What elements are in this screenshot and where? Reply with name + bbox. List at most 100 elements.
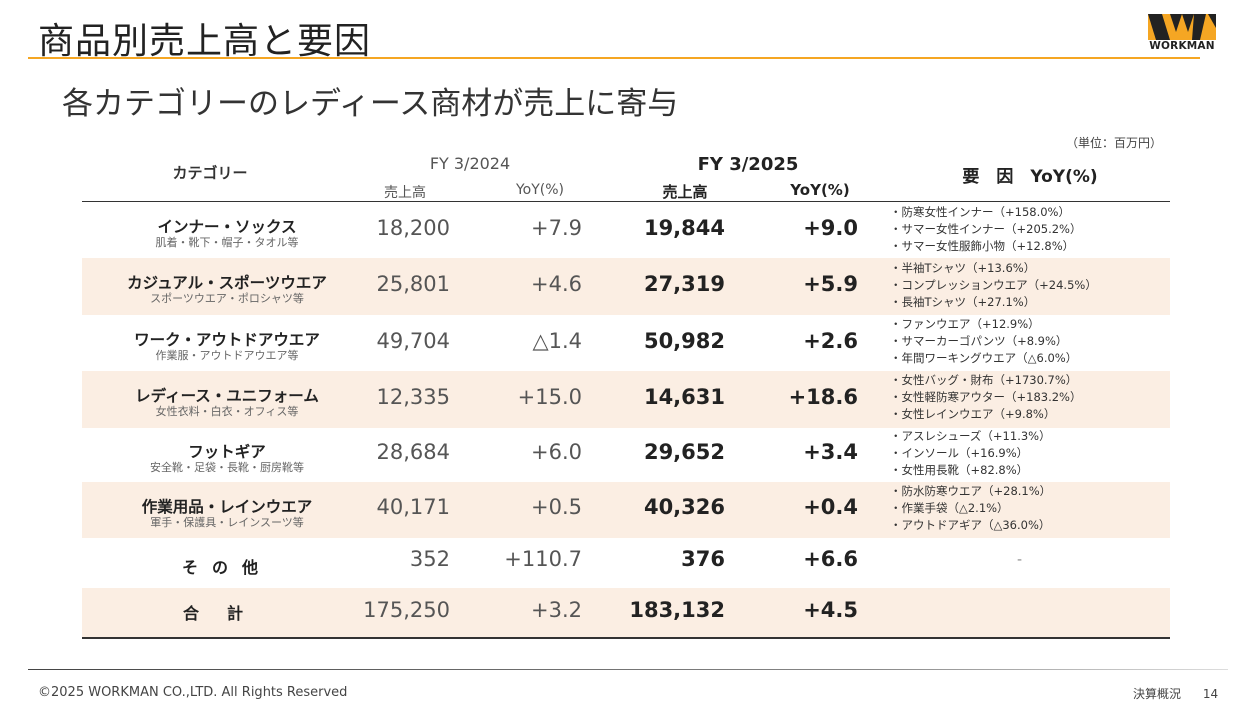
yoy-2025: +2.6 bbox=[803, 329, 858, 353]
header-sales-2025: 売上高 bbox=[662, 183, 708, 201]
factor-list: ・防寒女性インナー（+158.0%） ・サマー女性インナー（+205.2%） ・… bbox=[890, 204, 1081, 255]
factor-item: ・作業手袋（△2.1%） bbox=[890, 501, 1009, 515]
unit-note: （単位：百万円） bbox=[1066, 136, 1163, 150]
copyright: ©2025 WORKMAN CO.,LTD. All Rights Reserv… bbox=[38, 685, 348, 700]
table-row-total: 合計 175,250 +3.2 183,132 +4.5 bbox=[82, 588, 1170, 637]
factor-list: ・アスレシューズ（+11.3%） ・インソール（+16.9%） ・女性用長靴（+… bbox=[890, 428, 1051, 479]
footer-divider bbox=[28, 669, 1228, 670]
yoy-2025: +3.4 bbox=[803, 440, 858, 464]
sales-2024: 18,200 bbox=[376, 216, 450, 240]
header-fy2024: FY 3/2024 bbox=[429, 154, 511, 173]
factor-item: ・サマー女性インナー（+205.2%） bbox=[890, 222, 1082, 236]
yoy-2025: +6.6 bbox=[803, 547, 858, 571]
category-name: フットギア bbox=[188, 443, 266, 461]
factor-list: ・防水防寒ウエア（+28.1%） ・作業手袋（△2.1%） ・アウトドアギア（△… bbox=[890, 483, 1051, 534]
factor-list: ・半袖Tシャツ（+13.6%） ・コンプレッションウエア（+24.5%） ・長袖… bbox=[890, 260, 1097, 311]
sales-2025: 50,982 bbox=[643, 329, 725, 353]
yoy-2024: +0.5 bbox=[531, 495, 582, 519]
factor-item: ・長袖Tシャツ（+27.1%） bbox=[890, 295, 1036, 309]
logo-text: WORKMAN bbox=[1149, 40, 1215, 52]
factor-item: ・防寒女性インナー（+158.0%） bbox=[890, 205, 1070, 219]
category-description: 軍手・保護具・レインスーツ等 bbox=[150, 516, 304, 529]
table-top-rule bbox=[82, 201, 1170, 202]
factor-item: ・アスレシューズ（+11.3%） bbox=[890, 429, 1051, 443]
factor-item: ・年間ワーキングウエア（△6.0%） bbox=[890, 351, 1078, 365]
category-name: 合計 bbox=[182, 604, 271, 623]
factor-item: ・女性軽防寒アウター（+183.2%） bbox=[890, 390, 1082, 404]
category-name: レディース・ユニフォーム bbox=[135, 387, 319, 405]
yoy-2025: +5.9 bbox=[803, 272, 858, 296]
header-yoy-2024: YoY(%) bbox=[515, 182, 565, 198]
header-factor: 要 因 YoY(%) bbox=[962, 167, 1098, 187]
category-description: スポーツウエア・ポロシャツ等 bbox=[150, 292, 304, 305]
factor-empty: - bbox=[1017, 552, 1023, 568]
page-number: 14 bbox=[1202, 687, 1219, 701]
workman-logo: WORKMAN bbox=[1146, 14, 1218, 54]
category-name: カジュアル・スポーツウエア bbox=[127, 274, 327, 292]
table-row: レディース・ユニフォーム 女性衣料・白衣・オフィス等 12,335 +15.0 … bbox=[82, 371, 1170, 428]
category-name: その他 bbox=[181, 558, 272, 577]
sales-2024: 352 bbox=[409, 547, 450, 571]
title-underline bbox=[28, 57, 1200, 59]
category-cell: ワーク・アウトドアウエア 作業服・アウトドアウエア等 bbox=[82, 331, 372, 362]
yoy-2024: △1.4 bbox=[532, 329, 582, 353]
yoy-2025: +4.5 bbox=[803, 598, 858, 622]
yoy-2024: +7.9 bbox=[531, 216, 582, 240]
yoy-2025: +18.6 bbox=[788, 385, 858, 409]
factor-item: ・女性レインウエア（+9.8%） bbox=[890, 407, 1056, 421]
factor-item: ・インソール（+16.9%） bbox=[890, 446, 1029, 460]
table-row: 作業用品・レインウエア 軍手・保護具・レインスーツ等 40,171 +0.5 4… bbox=[82, 482, 1170, 538]
category-description: 安全靴・足袋・長靴・厨房靴等 bbox=[150, 461, 304, 474]
category-cell: カジュアル・スポーツウエア スポーツウエア・ポロシャツ等 bbox=[82, 274, 372, 305]
factor-item: ・女性用長靴（+82.8%） bbox=[890, 463, 1029, 477]
table-row-other: その他 352 +110.7 376 +6.6 - bbox=[82, 538, 1170, 588]
table-row: ワーク・アウトドアウエア 作業服・アウトドアウエア等 49,704 △1.4 5… bbox=[82, 315, 1170, 371]
yoy-2024: +3.2 bbox=[531, 598, 582, 622]
category-cell: インナー・ソックス 肌着・靴下・帽子・タオル等 bbox=[82, 218, 372, 249]
category-description: 作業服・アウトドアウエア等 bbox=[155, 349, 299, 362]
header-fy2025: FY 3/2025 bbox=[697, 154, 799, 175]
page-subtitle: 各カテゴリーのレディース商材が売上に寄与 bbox=[62, 86, 679, 122]
sales-2025: 27,319 bbox=[643, 272, 725, 296]
factor-list: ・ファンウエア（+12.9%） ・サマーカーゴパンツ（+8.9%） ・年間ワーキ… bbox=[890, 316, 1077, 367]
yoy-2024: +110.7 bbox=[504, 547, 582, 571]
category-cell: レディース・ユニフォーム 女性衣料・白衣・オフィス等 bbox=[82, 387, 372, 418]
factor-item: ・防水防寒ウエア（+28.1%） bbox=[890, 484, 1052, 498]
yoy-2024: +4.6 bbox=[531, 272, 582, 296]
category-name: ワーク・アウトドアウエア bbox=[134, 331, 320, 349]
category-cell: 作業用品・レインウエア 軍手・保護具・レインスーツ等 bbox=[82, 498, 372, 529]
category-description: 肌着・靴下・帽子・タオル等 bbox=[155, 236, 299, 249]
category-description: 女性衣料・白衣・オフィス等 bbox=[155, 405, 299, 418]
table-row: インナー・ソックス 肌着・靴下・帽子・タオル等 18,200 +7.9 19,8… bbox=[82, 202, 1170, 258]
header-category: カテゴリー bbox=[172, 164, 248, 182]
footer-section: 決算概況 bbox=[1133, 687, 1182, 701]
category-cell: フットギア 安全靴・足袋・長靴・厨房靴等 bbox=[82, 443, 372, 474]
category-name: 作業用品・レインウエア bbox=[141, 498, 313, 516]
sales-2024: 49,704 bbox=[376, 329, 450, 353]
yoy-2024: +6.0 bbox=[531, 440, 582, 464]
sales-2025: 40,326 bbox=[643, 495, 725, 519]
factor-item: ・ファンウエア（+12.9%） bbox=[890, 317, 1040, 331]
footer-right: 決算概況 14 bbox=[1133, 685, 1218, 702]
table-row: カジュアル・スポーツウエア スポーツウエア・ポロシャツ等 25,801 +4.6… bbox=[82, 258, 1170, 315]
factor-item: ・女性バッグ・財布（+1730.7%） bbox=[890, 373, 1078, 387]
page-title: 商品別売上高と要因 bbox=[38, 21, 372, 62]
yoy-2024: +15.0 bbox=[517, 385, 582, 409]
factor-item: ・コンプレッションウエア（+24.5%） bbox=[890, 278, 1097, 292]
table-bottom-rule bbox=[82, 637, 1170, 639]
sales-2025: 183,132 bbox=[629, 598, 725, 622]
sales-2025: 29,652 bbox=[643, 440, 725, 464]
factor-list: ・女性バッグ・財布（+1730.7%） ・女性軽防寒アウター（+183.2%） … bbox=[890, 372, 1081, 423]
factor-item: ・アウトドアギア（△36.0%） bbox=[890, 518, 1051, 532]
sales-2025: 14,631 bbox=[643, 385, 725, 409]
sales-2024: 40,171 bbox=[376, 495, 450, 519]
table-row: フットギア 安全靴・足袋・長靴・厨房靴等 28,684 +6.0 29,652 … bbox=[82, 428, 1170, 482]
sales-2024: 12,335 bbox=[376, 385, 450, 409]
sales-2025: 19,844 bbox=[643, 216, 725, 240]
header-sales-2024: 売上高 bbox=[384, 185, 426, 201]
category-name: インナー・ソックス bbox=[157, 218, 297, 236]
sales-2025: 376 bbox=[681, 547, 725, 571]
workman-logo-mark bbox=[1148, 14, 1216, 40]
sales-2024: 28,684 bbox=[376, 440, 450, 464]
yoy-2025: +9.0 bbox=[803, 216, 858, 240]
